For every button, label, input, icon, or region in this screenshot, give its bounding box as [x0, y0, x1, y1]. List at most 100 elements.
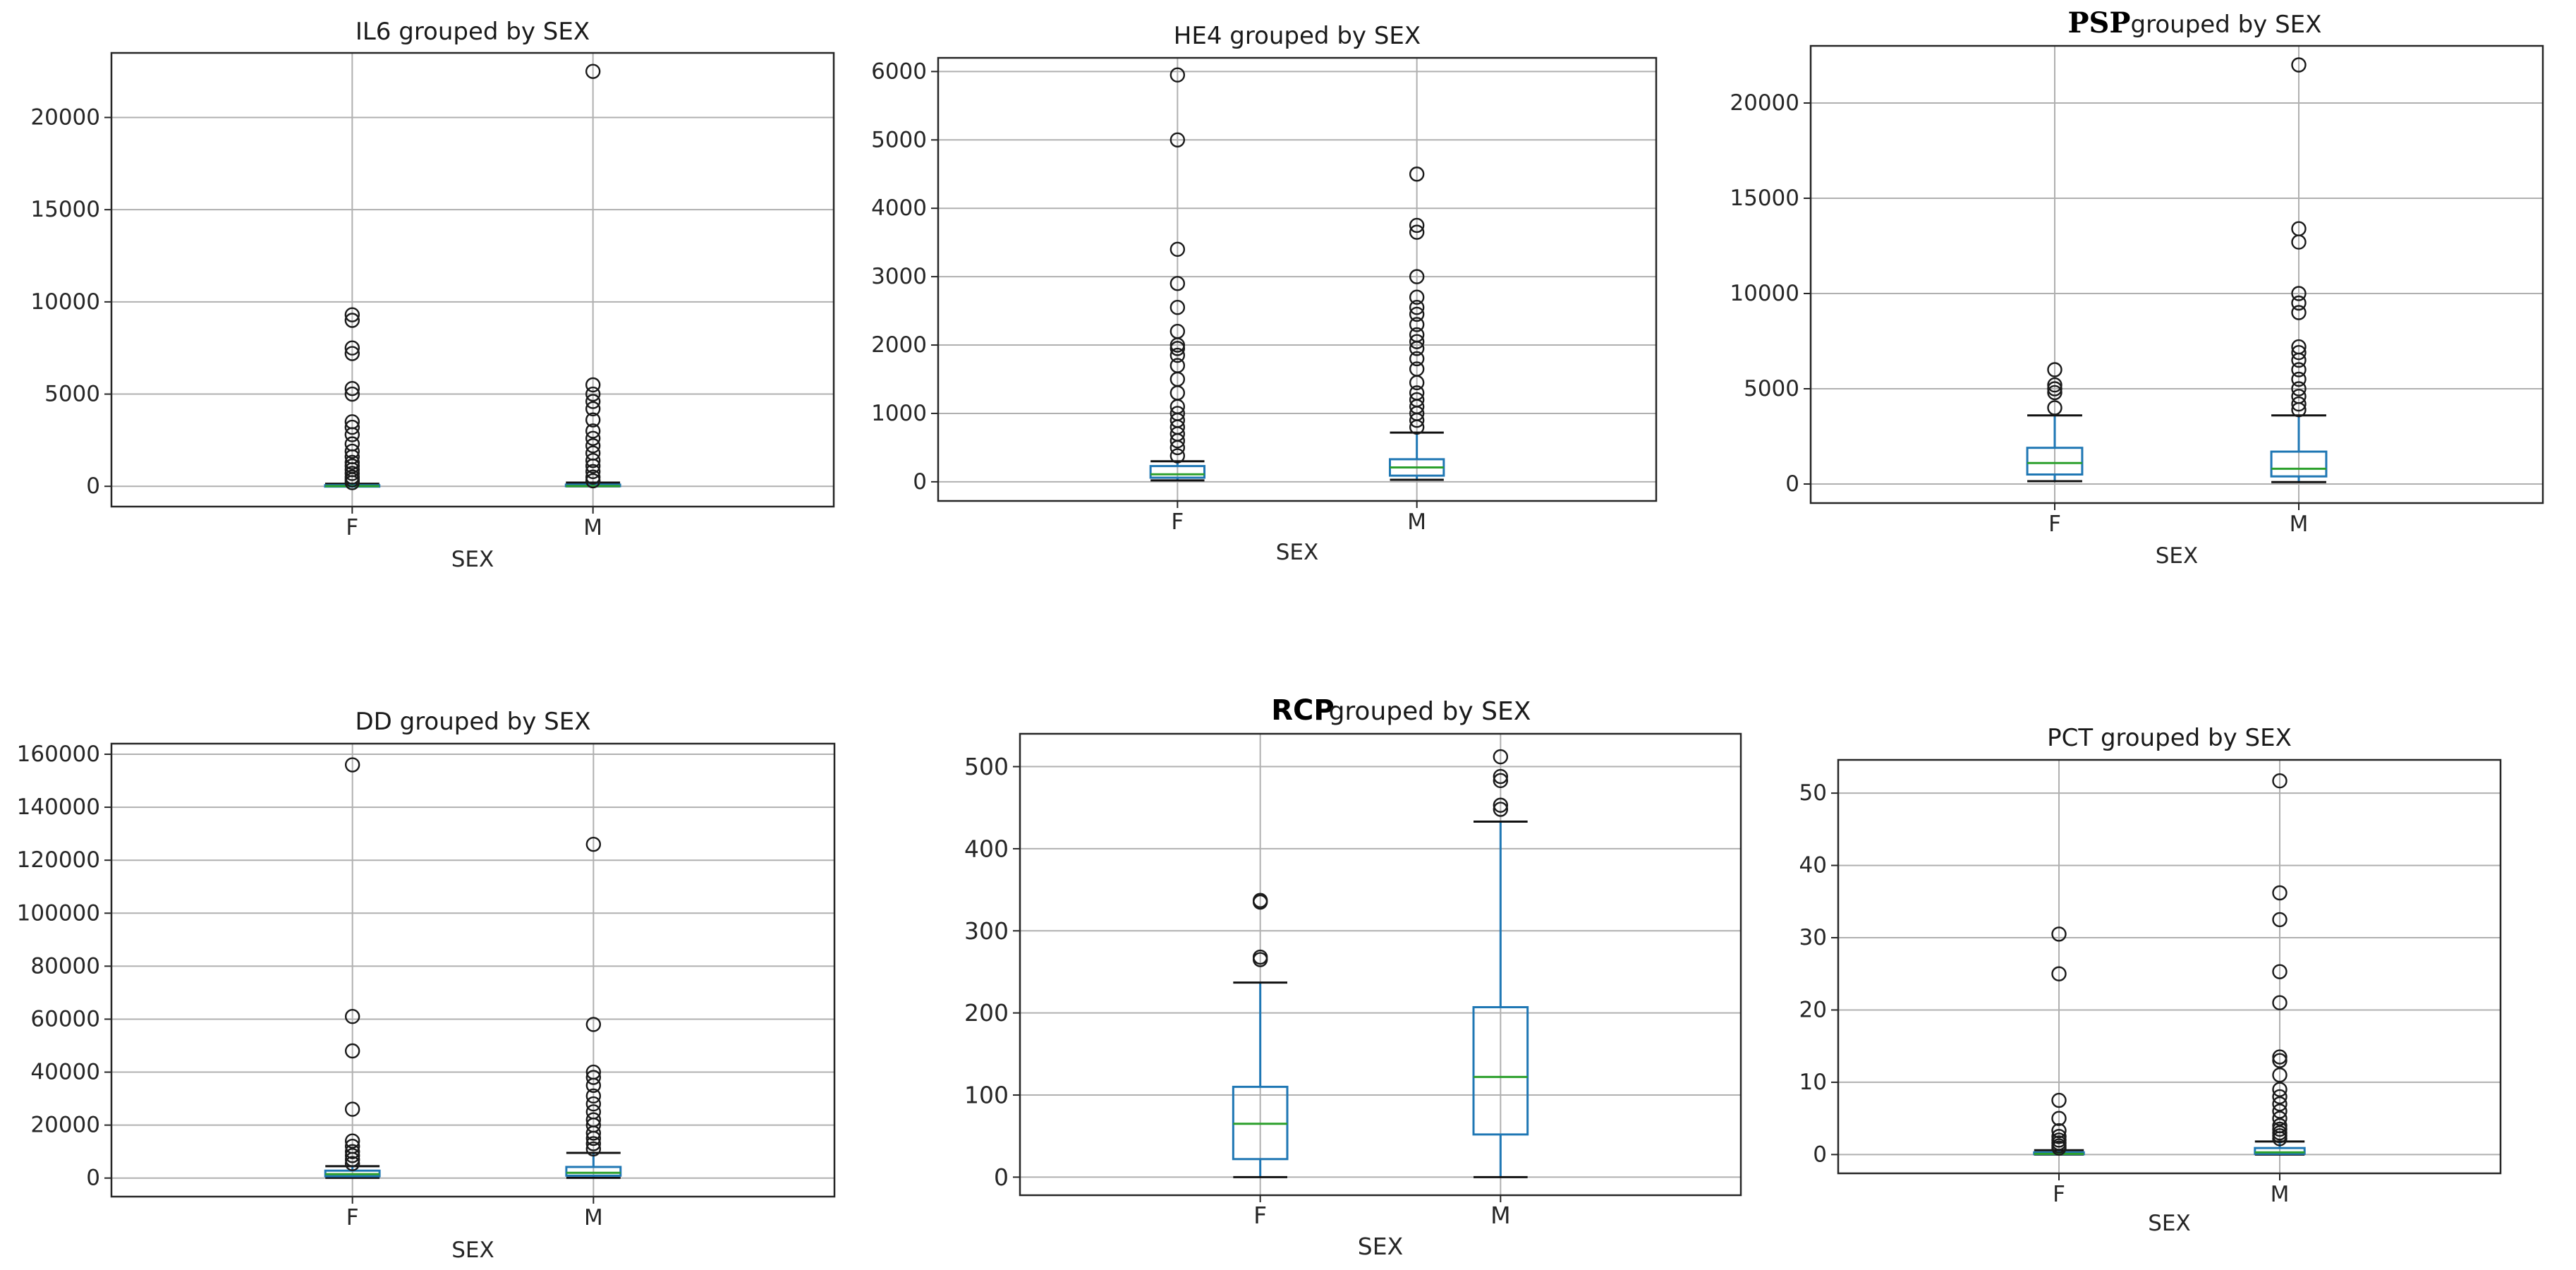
outlier-point [2272, 1089, 2288, 1105]
y-tick-label: 20 [1799, 997, 1827, 1022]
outlier-point [1169, 406, 1186, 421]
x-axis-label: SEX [1358, 1233, 1403, 1260]
outlier-point [2272, 885, 2288, 901]
outlier-point [344, 436, 360, 452]
axes-frame [937, 56, 1658, 502]
outlier-point [2272, 1096, 2288, 1112]
outlier-point [585, 430, 601, 446]
outlier-point [1169, 323, 1186, 339]
outlier-point [2272, 1067, 2288, 1083]
outlier-point [1409, 167, 1425, 182]
outlier-point [344, 1156, 360, 1171]
outlier-point [1409, 317, 1425, 332]
x-tick-label: M [584, 1205, 603, 1230]
outlier-point [2291, 381, 2307, 397]
y-tick-label: 0 [1813, 1142, 1827, 1167]
chart-title-prefix: PSP [2067, 6, 2130, 40]
outlier-point [585, 438, 601, 454]
box-f [324, 757, 381, 1179]
y-tick-label: 40000 [30, 1060, 100, 1085]
outlier-point [2047, 362, 2062, 377]
chart-panel-4: 0 20000 40000 60000 80000 100000 120000 140000 1… [17, 708, 836, 1263]
outlier-point [2047, 400, 2062, 416]
box-f [1149, 67, 1206, 482]
y-tick-label: 15000 [30, 197, 100, 222]
outlier-point [2291, 339, 2307, 355]
outlier-point [2047, 385, 2062, 401]
outlier-point [2051, 966, 2067, 981]
outlier-point [1169, 347, 1186, 363]
box-m [1388, 167, 1445, 481]
box-f [1232, 893, 1289, 1178]
chart-title-prefix: RCP [1271, 694, 1334, 727]
outlier-point [2272, 1121, 2288, 1137]
outlier-point [344, 1133, 360, 1149]
outlier-point [1169, 300, 1186, 315]
outlier-point [2291, 57, 2307, 73]
outlier-point [585, 1112, 602, 1127]
outlier-point [2272, 1103, 2288, 1119]
x-tick-label: F [1253, 1202, 1267, 1229]
outlier-point [1169, 241, 1186, 258]
outlier-point [2291, 295, 2307, 311]
outlier-point [2051, 1129, 2067, 1144]
chart-panel-6: 0 10 20 30 40 50 F M PCT grouped by SEX SEX [1799, 724, 2502, 1236]
box-m [2270, 57, 2328, 483]
outlier-point [1409, 289, 1425, 305]
x-tick-label: M [1407, 509, 1426, 535]
y-tick-label: 40 [1799, 853, 1827, 878]
box-f [2026, 362, 2084, 483]
iqr-box [2254, 1147, 2306, 1155]
y-tick-label: 10000 [30, 289, 100, 315]
outlier-point [585, 423, 601, 439]
y-tick-label: 100 [964, 1082, 1009, 1109]
outlier-point [2047, 381, 2062, 397]
outlier-point [344, 1148, 360, 1163]
y-tick-label: 30 [1799, 925, 1827, 950]
outlier-point [344, 340, 360, 356]
chart-title: IL6 grouped by SEX [356, 18, 590, 46]
outlier-point [344, 419, 360, 435]
y-tick-label: 100000 [17, 900, 100, 926]
axes-frame [110, 52, 835, 508]
outlier-point [585, 412, 601, 428]
outlier-point [2291, 389, 2307, 404]
outlier-point [344, 469, 360, 485]
y-tick-label: 2000 [871, 332, 927, 358]
outlier-point [344, 757, 360, 773]
outlier-point [585, 401, 601, 417]
box-m [2254, 773, 2306, 1156]
y-tick-label: 80000 [30, 953, 100, 979]
outlier-point [1169, 276, 1186, 291]
outlier-point [1493, 749, 1509, 765]
outlier-point [2291, 305, 2307, 320]
outlier-point [585, 1070, 602, 1085]
outlier-point [1409, 385, 1425, 401]
chart-panel-3: 0 5000 10000 15000 20000 F M PSP grouped by SEX S… [1730, 6, 2544, 569]
outlier-point [344, 386, 360, 402]
outlier-point [2272, 1118, 2288, 1134]
outlier-point [585, 1064, 602, 1080]
y-tick-label: 500 [964, 753, 1009, 780]
outlier-point [585, 836, 602, 852]
outlier-point [344, 458, 360, 474]
x-tick-label: M [583, 515, 602, 540]
outlier-point [2051, 1123, 2067, 1139]
outlier-point [2051, 1132, 2067, 1148]
outlier-point [2291, 286, 2307, 301]
outlier-point [2272, 773, 2288, 789]
outlier-point [585, 445, 601, 461]
outlier-point [585, 377, 601, 393]
y-tick-label: 120000 [17, 847, 100, 873]
y-tick-label: 10 [1799, 1070, 1827, 1095]
y-tick-label: 3000 [871, 264, 927, 289]
outlier-point [2291, 345, 2307, 361]
axes-frame [1019, 732, 1742, 1197]
y-tick-label: 160000 [17, 742, 100, 767]
outlier-point [1409, 217, 1425, 234]
outlier-point [1169, 358, 1186, 373]
y-tick-label: 300 [964, 917, 1009, 945]
outlier-point [2051, 1111, 2067, 1126]
axes-frame [1837, 758, 2502, 1175]
